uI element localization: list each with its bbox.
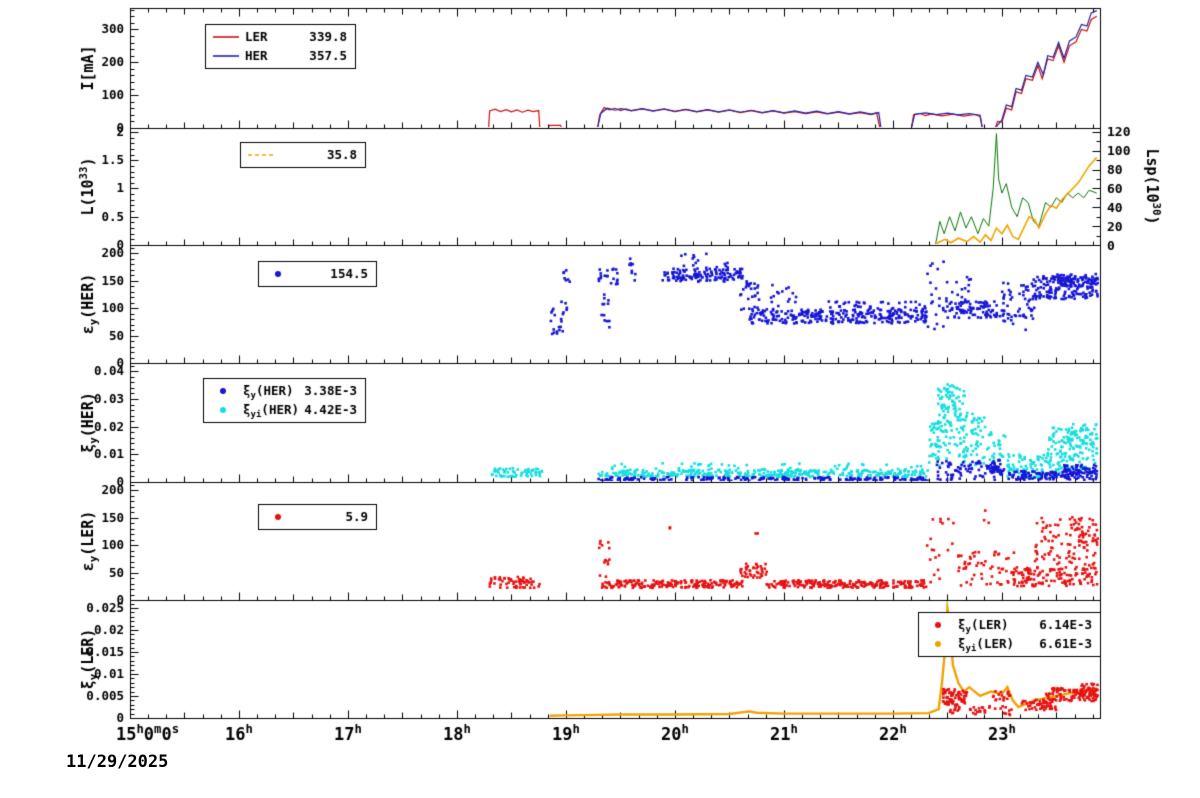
date-label: 11/29/2025 [66,752,169,772]
